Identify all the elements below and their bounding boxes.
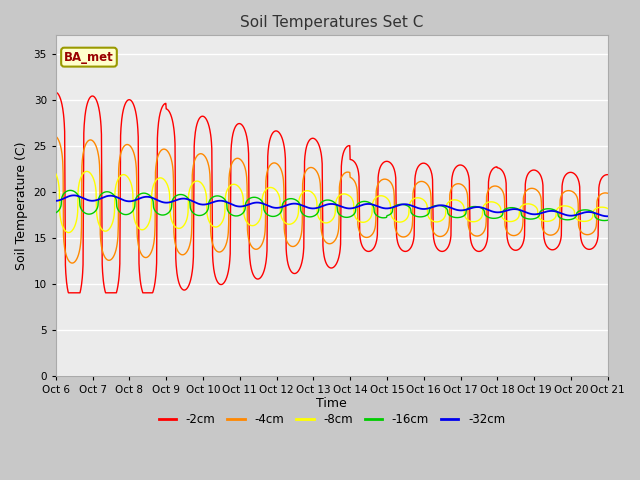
-32cm xyxy=(174,197,182,203)
-32cm xyxy=(282,203,290,208)
Text: BA_met: BA_met xyxy=(64,51,114,64)
-32cm xyxy=(269,204,276,210)
-2cm xyxy=(417,161,424,167)
-8cm xyxy=(556,204,563,210)
Line: -8cm: -8cm xyxy=(56,171,608,232)
-2cm xyxy=(508,246,515,252)
-32cm xyxy=(417,206,424,212)
-8cm xyxy=(65,229,72,235)
-32cm xyxy=(52,198,60,204)
-8cm xyxy=(269,185,277,191)
-2cm xyxy=(65,290,72,296)
Y-axis label: Soil Temperature (C): Soil Temperature (C) xyxy=(15,141,28,270)
-16cm xyxy=(269,214,276,219)
-8cm xyxy=(52,171,60,177)
-8cm xyxy=(83,168,91,174)
-8cm xyxy=(283,221,291,227)
-8cm xyxy=(508,218,516,224)
Line: -4cm: -4cm xyxy=(56,136,608,263)
-8cm xyxy=(604,205,612,211)
-16cm xyxy=(600,217,608,223)
-4cm xyxy=(174,249,182,254)
-4cm xyxy=(269,160,276,166)
-32cm xyxy=(508,206,515,212)
-16cm xyxy=(52,210,60,216)
-4cm xyxy=(68,260,76,266)
-4cm xyxy=(508,232,515,238)
-4cm xyxy=(282,237,290,242)
-32cm xyxy=(604,214,612,219)
-8cm xyxy=(417,195,425,201)
-16cm xyxy=(508,205,515,211)
-16cm xyxy=(174,192,182,198)
-16cm xyxy=(555,214,563,220)
-2cm xyxy=(52,89,60,95)
-4cm xyxy=(52,133,60,139)
-16cm xyxy=(67,188,74,193)
X-axis label: Time: Time xyxy=(316,397,347,410)
-32cm xyxy=(70,192,77,198)
-8cm xyxy=(175,226,182,231)
Line: -2cm: -2cm xyxy=(56,92,608,293)
Title: Soil Temperatures Set C: Soil Temperatures Set C xyxy=(240,15,424,30)
Line: -16cm: -16cm xyxy=(56,191,608,220)
-32cm xyxy=(555,210,563,216)
-2cm xyxy=(555,242,563,248)
-16cm xyxy=(282,197,290,203)
-32cm xyxy=(604,214,611,219)
-2cm xyxy=(174,277,182,283)
-2cm xyxy=(282,246,290,252)
-2cm xyxy=(269,130,276,136)
Line: -32cm: -32cm xyxy=(56,195,608,216)
Legend: -2cm, -4cm, -8cm, -16cm, -32cm: -2cm, -4cm, -8cm, -16cm, -32cm xyxy=(154,408,509,431)
-4cm xyxy=(604,191,612,196)
-4cm xyxy=(417,179,424,184)
-16cm xyxy=(604,217,612,223)
-4cm xyxy=(555,225,563,231)
-2cm xyxy=(604,172,612,178)
-16cm xyxy=(417,214,424,220)
